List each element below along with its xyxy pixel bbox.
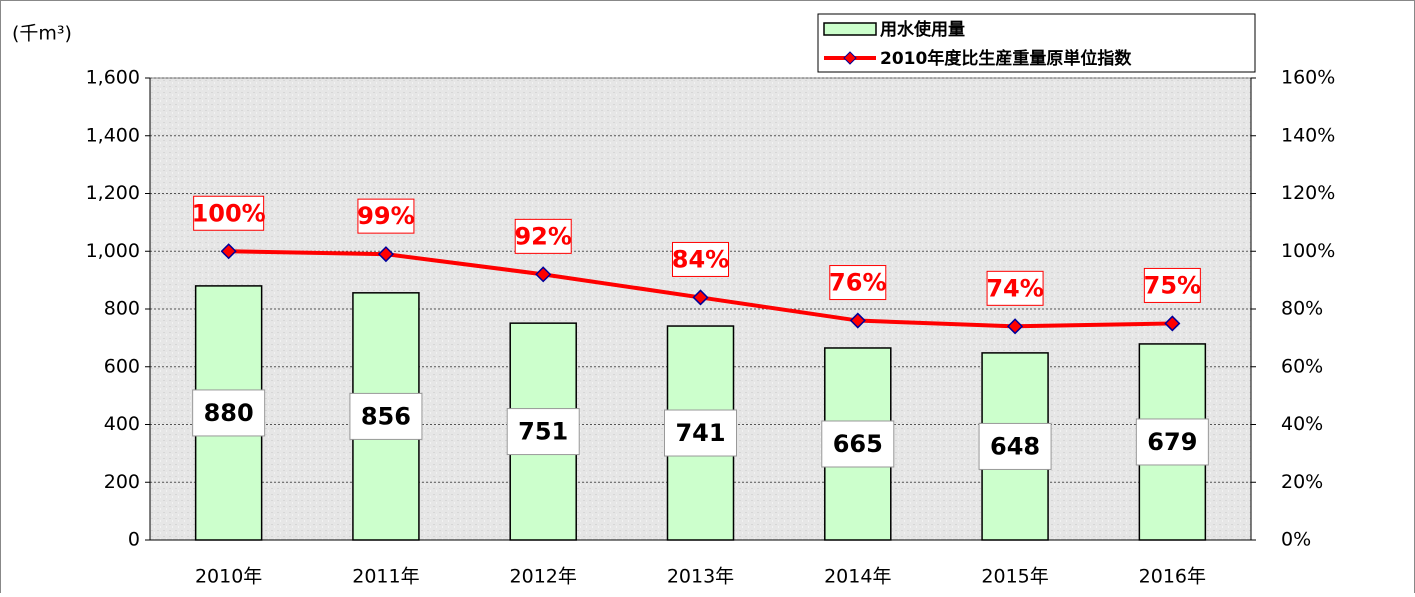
line-label-box — [514, 218, 572, 254]
line-value-label: 99% — [357, 202, 414, 230]
y-tick-label: 1,600 — [86, 67, 140, 89]
bar-value-label: 751 — [518, 418, 568, 446]
x-tick-label: 2015年 — [981, 566, 1048, 588]
marker — [377, 246, 394, 263]
y-tick-label: 1,200 — [86, 182, 140, 204]
y2-tick-label: 120% — [1281, 182, 1335, 204]
legend-swatch — [823, 22, 877, 36]
legend-label: 用水使用量 — [880, 19, 965, 40]
legend-marker — [843, 51, 857, 65]
line-label-box — [357, 198, 415, 234]
y-axis-label: (千m³) — [12, 23, 72, 45]
bar-value-label: 648 — [990, 432, 1040, 460]
marker — [535, 266, 552, 283]
marker — [1164, 315, 1181, 332]
y2-tick-label: 40% — [1281, 413, 1323, 435]
bar-value-label: 880 — [204, 399, 254, 427]
y-tick-label: 1,000 — [86, 240, 140, 262]
marker — [849, 312, 866, 329]
x-tick-label: 2016年 — [1139, 566, 1206, 588]
bar-value-label: 856 — [361, 402, 411, 430]
line-label-box — [672, 241, 729, 277]
y2-tick-label: 100% — [1281, 240, 1335, 262]
marker — [1007, 318, 1024, 335]
x-tick-label: 2010年 — [195, 566, 262, 588]
bar-label-box — [192, 389, 266, 437]
marker — [692, 289, 709, 306]
x-tick-label: 2013年 — [667, 566, 734, 588]
y-tick-label: 400 — [104, 413, 140, 435]
bar-value-label: 741 — [675, 419, 725, 447]
x-tick-label: 2014年 — [824, 566, 891, 588]
bar-value-label: 679 — [1147, 428, 1197, 456]
line-value-label: 84% — [672, 245, 729, 273]
bar-label-box — [1135, 418, 1209, 466]
bar-label-box — [506, 408, 580, 456]
y-tick-label: 1,400 — [86, 124, 140, 146]
bar-label-box — [349, 392, 423, 440]
y2-tick-label: 140% — [1281, 124, 1335, 146]
marker — [220, 243, 237, 260]
line-value-label: 92% — [514, 222, 571, 250]
bar-label-box — [978, 422, 1052, 470]
y2-tick-label: 0% — [1281, 529, 1311, 551]
bar-label-box — [664, 409, 737, 457]
line-value-label: 100% — [192, 199, 266, 227]
x-tick-label: 2011年 — [352, 566, 419, 588]
y-tick-label: 600 — [104, 355, 140, 377]
legend-label: 2010年度比生産重量原単位指数 — [880, 48, 1132, 69]
y2-tick-label: 60% — [1281, 355, 1323, 377]
x-tick-label: 2012年 — [510, 566, 577, 588]
line-label-box — [193, 195, 265, 231]
y-tick-label: 800 — [104, 298, 140, 320]
line-value-label: 75% — [1144, 271, 1201, 299]
line-label-box — [986, 270, 1044, 306]
y2-tick-label: 20% — [1281, 471, 1323, 493]
y-tick-label: 0 — [128, 529, 140, 551]
line-value-label: 74% — [986, 274, 1043, 302]
line-label-box — [1143, 267, 1201, 303]
y-tick-label: 200 — [104, 471, 140, 493]
y2-tick-label: 80% — [1281, 298, 1323, 320]
y2-tick-label: 160% — [1281, 67, 1335, 89]
legend-box — [817, 13, 1256, 73]
bar-label-box — [821, 420, 895, 468]
line-value-label: 76% — [829, 269, 886, 297]
line-label-box — [829, 265, 887, 301]
bar-value-label: 665 — [833, 430, 883, 458]
